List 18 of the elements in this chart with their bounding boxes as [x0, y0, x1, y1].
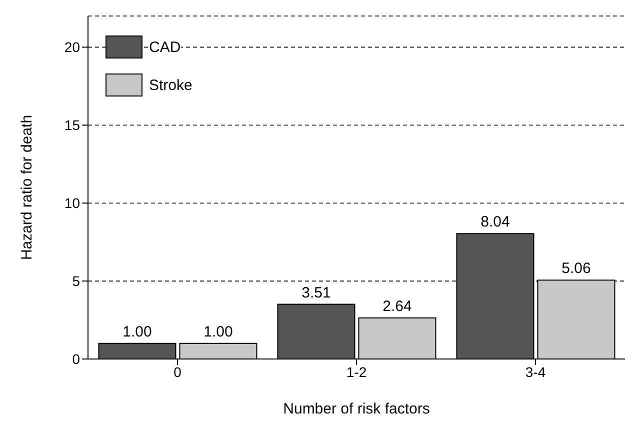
x-axis-title: Number of risk factors	[283, 400, 430, 418]
y-tick-label: 15	[64, 117, 80, 134]
data-label: 8.04	[480, 214, 510, 231]
x-tick-label: 3-4	[525, 364, 546, 380]
x-tick-label: 0	[174, 364, 182, 380]
legend-label: Stroke	[149, 76, 192, 94]
data-label: 5.06	[562, 260, 591, 278]
y-tick-label: 20	[64, 39, 80, 56]
data-label: 1.00	[204, 323, 233, 340]
x-tick-label: 1-2	[346, 364, 367, 380]
data-label: 2.64	[382, 298, 412, 315]
y-tick-label: 5	[72, 273, 80, 290]
y-tick-label: 0	[72, 350, 80, 367]
legend-label: CAD	[149, 38, 181, 56]
y-tick-label: 10	[64, 195, 80, 212]
y-axis-title: Hazard ratio for death	[18, 114, 36, 260]
data-label: 1.00	[122, 323, 152, 340]
data-label: 3.51	[302, 284, 331, 302]
